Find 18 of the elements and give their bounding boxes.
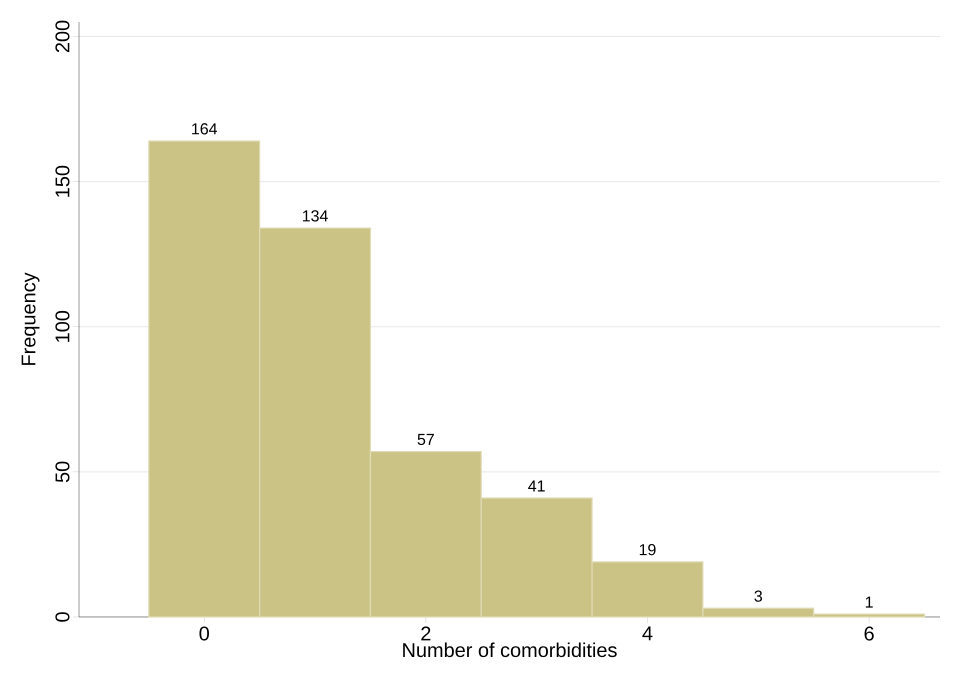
x-tick-label: 2 <box>421 626 430 640</box>
data-label: 41 <box>528 480 545 492</box>
data-label: 3 <box>754 590 762 602</box>
x-tick-label: 4 <box>642 626 652 640</box>
y-tick-label: 50 <box>55 462 70 482</box>
x-axis-title: Number of comorbidities <box>403 642 617 658</box>
y-tick-label: 100 <box>55 310 70 342</box>
data-label: 164 <box>192 123 218 134</box>
data-label: 1 <box>866 596 873 608</box>
y-tick-label: 0 <box>55 612 70 622</box>
data-label: 57 <box>418 434 434 446</box>
x-tick-label: 6 <box>864 626 874 641</box>
data-label: 19 <box>640 544 656 556</box>
x-tick-label: 0 <box>199 626 209 641</box>
y-tick-label: 200 <box>55 20 70 52</box>
data-label: 134 <box>302 210 328 222</box>
y-tick-label: 150 <box>55 166 70 197</box>
y-axis-title: Frequency <box>22 272 40 365</box>
